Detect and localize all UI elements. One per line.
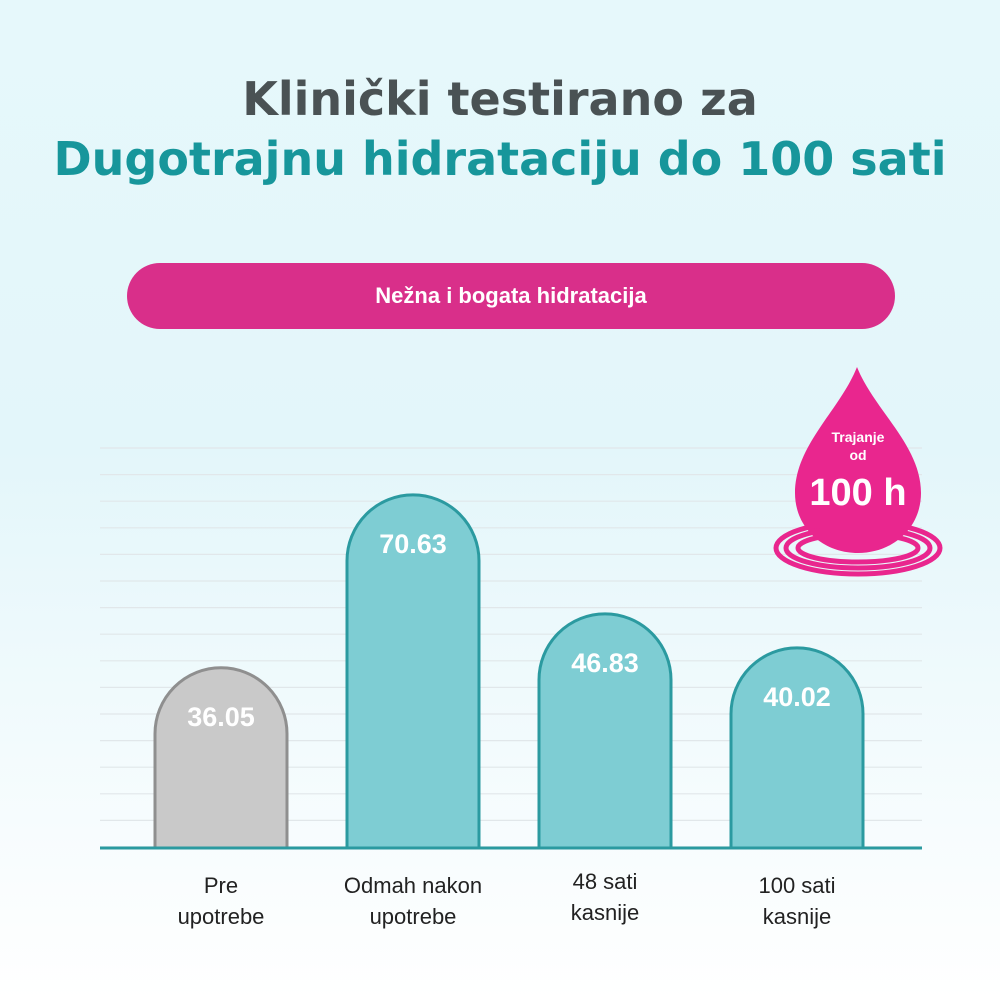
title-line-1: Klinički testirano za <box>242 72 758 126</box>
bar-value-label: 46.83 <box>571 648 639 678</box>
water-drop-icon <box>773 367 943 577</box>
x-tick-label: 100 sati kasnije <box>758 873 836 929</box>
bar <box>537 612 673 850</box>
bar-value-label: 36.05 <box>187 702 255 732</box>
badge-text-hours: 100 h <box>809 472 907 514</box>
title-line-2: Dugotrajnu hidrataciju do 100 sati <box>53 132 947 186</box>
banner-pill: Nežna i bogata hidratacija <box>127 263 895 329</box>
ripple-ring <box>795 531 921 565</box>
bar <box>729 646 865 850</box>
bars: 36.05 70.63 46.83 40.02 <box>153 493 865 850</box>
x-tick-label: Odmah nakon upotrebe <box>343 873 483 929</box>
banner-label: Nežna i bogata hidratacija <box>375 283 647 308</box>
bar <box>153 666 289 850</box>
ripple-ring <box>783 525 933 571</box>
ripple-ring <box>773 519 943 577</box>
x-tick-label: Pre upotrebe <box>177 873 265 929</box>
badge-text-duration: Trajanje od <box>831 429 885 463</box>
x-tick-label: 48 sati kasnije <box>570 869 640 925</box>
bar <box>345 493 481 850</box>
bar-value-label: 40.02 <box>763 682 831 712</box>
bar-value-label: 70.63 <box>379 529 447 559</box>
